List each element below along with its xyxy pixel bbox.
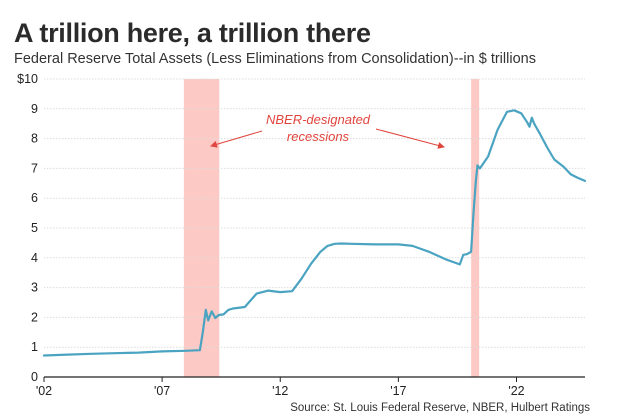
- source-note: Source: St. Louis Federal Reserve, NBER,…: [290, 402, 590, 414]
- annotation-line1: NBER-designated: [266, 112, 371, 127]
- y-tick-label-9: 9: [31, 102, 38, 116]
- y-tick-label-4: 4: [31, 251, 38, 265]
- x-tick-label-2022: '22: [508, 384, 524, 398]
- x-tick-label-2002: '02: [36, 384, 52, 398]
- series-line-total-assets: [42, 109, 587, 357]
- y-tick-label-3: 3: [31, 281, 38, 295]
- x-tick-label-2017: '17: [390, 384, 406, 398]
- recession-band-2: [471, 79, 480, 377]
- y-tick-label-0: 0: [31, 370, 38, 384]
- x-tick-label-2007: '07: [154, 384, 170, 398]
- x-tick-label-2012: '12: [272, 384, 288, 398]
- y-tick-label-1: 1: [31, 340, 38, 354]
- annotation-arrow-left: [210, 130, 263, 148]
- chart-subtitle: Federal Reserve Total Assets (Less Elimi…: [14, 51, 536, 67]
- y-tick-label-5: 5: [31, 221, 38, 235]
- y-tick-label-7: 7: [31, 161, 38, 175]
- y-tick-label-10: $10: [17, 72, 38, 86]
- y-tick-label-2: 2: [31, 310, 38, 324]
- y-tick-label-6: 6: [31, 191, 38, 205]
- chart-title: A trillion here, a trillion there: [14, 18, 371, 48]
- annotation-line2: recessions: [287, 129, 350, 144]
- annotation-arrow-right: [375, 128, 445, 149]
- y-tick-label-8: 8: [31, 132, 38, 146]
